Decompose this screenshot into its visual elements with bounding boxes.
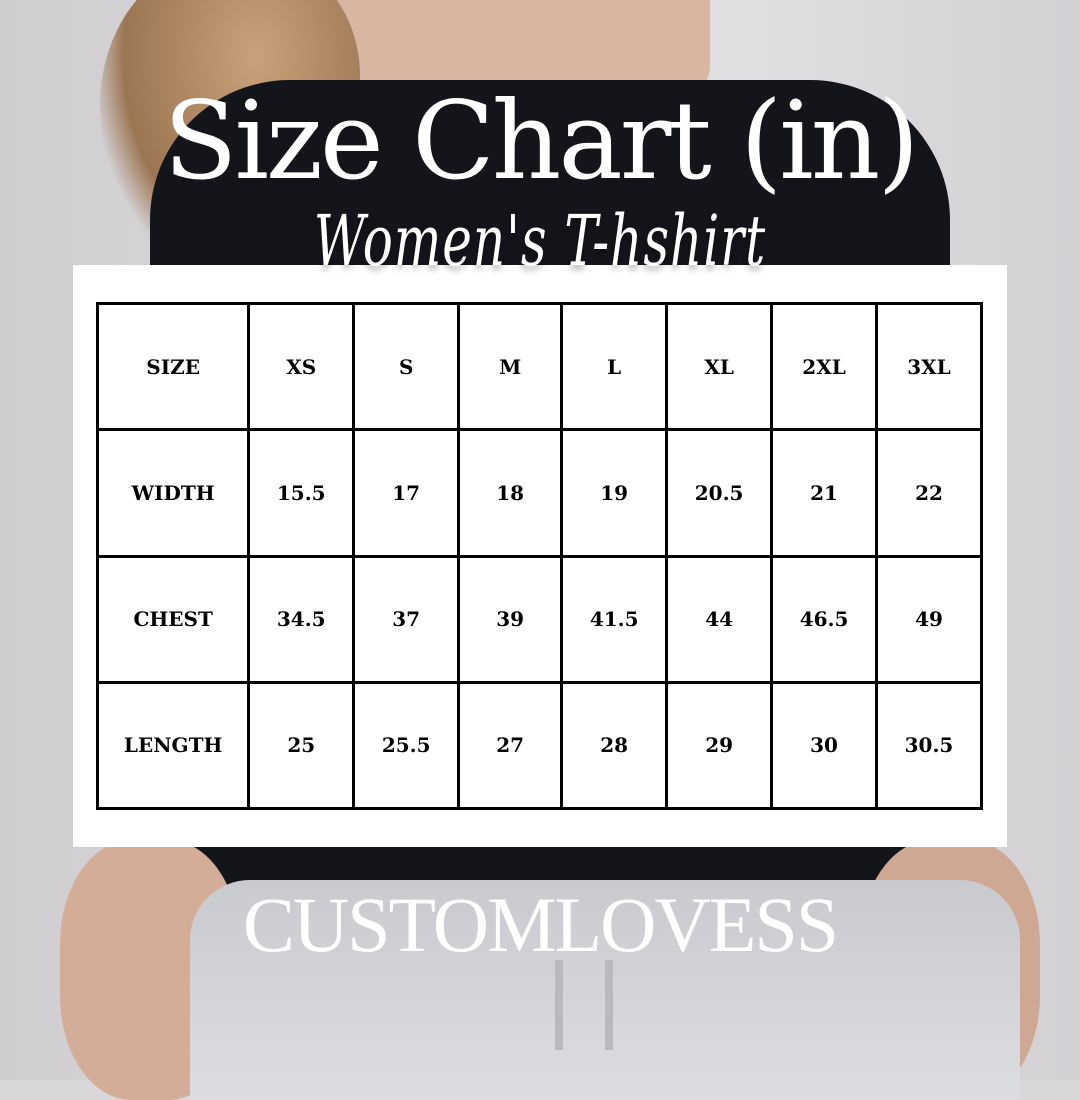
- brand-name: CUSTOMLOVESS: [242, 881, 839, 968]
- table-header-row: SIZE XS S M L XL 2XL 3XL: [95, 301, 983, 432]
- row-label: CHEST: [95, 554, 251, 684]
- table-cell: 34.5: [247, 554, 356, 684]
- table-cell: 37: [352, 554, 461, 684]
- table-cell: 20.5: [665, 428, 774, 558]
- row-label: WIDTH: [95, 428, 251, 558]
- table-cell: 21: [770, 428, 879, 558]
- subtitle: Women's T-hshirt: [313, 200, 767, 282]
- table-cell: 15.5: [247, 428, 356, 558]
- table-cell: 17: [352, 428, 461, 558]
- table-cell: 39: [457, 554, 564, 684]
- header-cell: SIZE: [95, 301, 251, 432]
- table-cell: 25: [247, 680, 356, 811]
- table-cell: 28: [560, 680, 669, 811]
- header-cell: S: [352, 301, 461, 432]
- table-cell: 30: [770, 680, 879, 811]
- header-cell: XL: [665, 301, 774, 432]
- table-cell: 22: [875, 428, 983, 558]
- table-cell: 44: [665, 554, 774, 684]
- table-cell: 30.5: [875, 680, 983, 811]
- size-table: SIZE XS S M L XL 2XL 3XL WIDTH 15.5 17 1…: [95, 301, 983, 811]
- table-cell: 25.5: [352, 680, 461, 811]
- table-row: CHEST 34.5 37 39 41.5 44 46.5 49: [95, 554, 983, 684]
- header-cell: 3XL: [875, 301, 983, 432]
- drawstring: [605, 960, 613, 1050]
- table-cell: 46.5: [770, 554, 879, 684]
- header-cell: XS: [247, 301, 356, 432]
- drawstring: [555, 960, 563, 1050]
- table-row: LENGTH 25 25.5 27 28 29 30 30.5: [95, 680, 983, 811]
- table-cell: 41.5: [560, 554, 669, 684]
- table-row: WIDTH 15.5 17 18 19 20.5 21 22: [95, 428, 983, 558]
- table-cell: 29: [665, 680, 774, 811]
- table-cell: 49: [875, 554, 983, 684]
- page-title: Size Chart (in): [163, 79, 920, 204]
- table-cell: 19: [560, 428, 669, 558]
- table-cell: 18: [457, 428, 564, 558]
- table-cell: 27: [457, 680, 564, 811]
- header-cell: M: [457, 301, 564, 432]
- header-cell: 2XL: [770, 301, 879, 432]
- header-cell: L: [560, 301, 669, 432]
- row-label: LENGTH: [95, 680, 251, 811]
